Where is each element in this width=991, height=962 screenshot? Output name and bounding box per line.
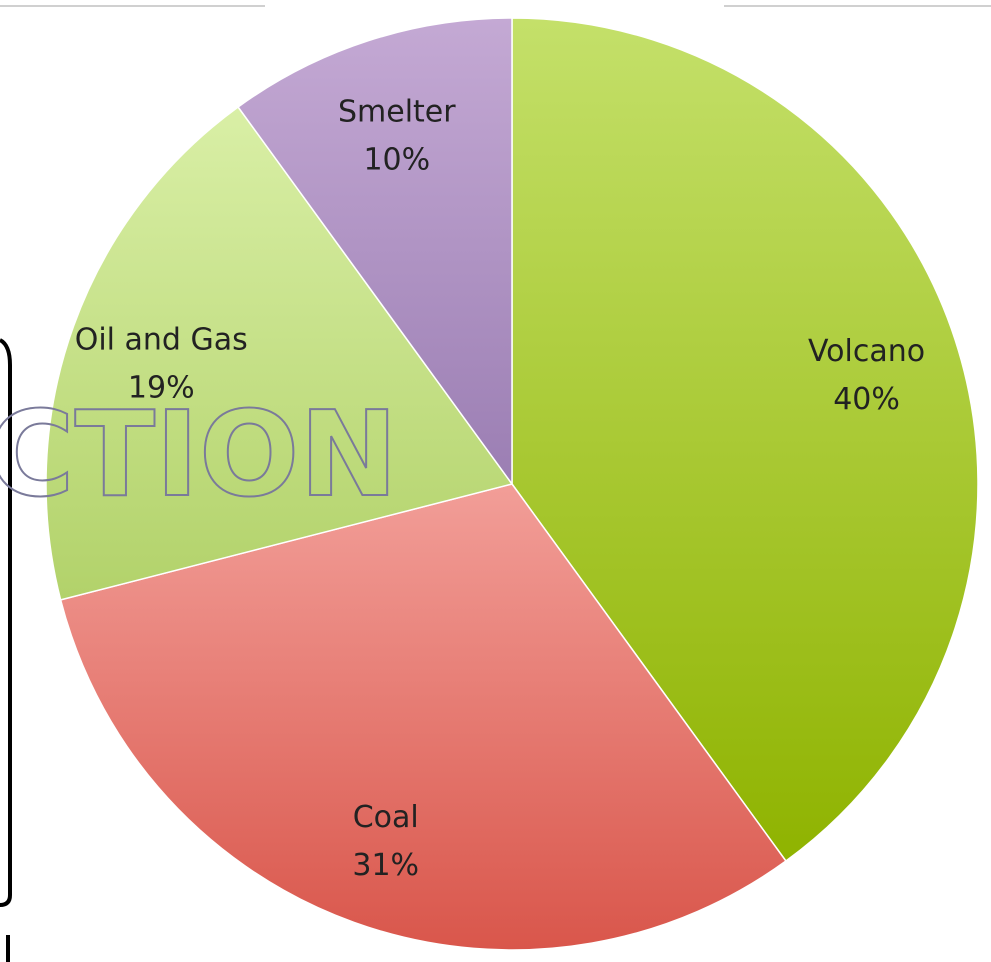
- pie-slice-volcano: [511, 17, 979, 863]
- slice-value-coal: 31%: [352, 848, 419, 883]
- pie-slice-coal: [59, 483, 787, 951]
- slice-value-volcano: 40%: [833, 382, 900, 417]
- pie-slice-smelter: [237, 17, 513, 487]
- watermark-text: CTION: [0, 385, 398, 523]
- pie-slice-oil-and-gas: [45, 105, 514, 601]
- pie-labels: Volcano 40% Coal 31% Oil and Gas 19% Smelter 10…: [75, 94, 925, 882]
- slice-label-oil-and-gas: Oil and Gas: [75, 323, 248, 358]
- slice-label-volcano: Volcano: [808, 334, 925, 369]
- slice-value-oil-and-gas: 19%: [128, 371, 195, 406]
- slice-label-smelter: Smelter: [338, 94, 456, 129]
- slice-label-coal: Coal: [353, 800, 419, 835]
- slice-value-smelter: 10%: [363, 142, 430, 177]
- pie-slices: [45, 17, 979, 951]
- left-bracket-frame: [0, 338, 12, 907]
